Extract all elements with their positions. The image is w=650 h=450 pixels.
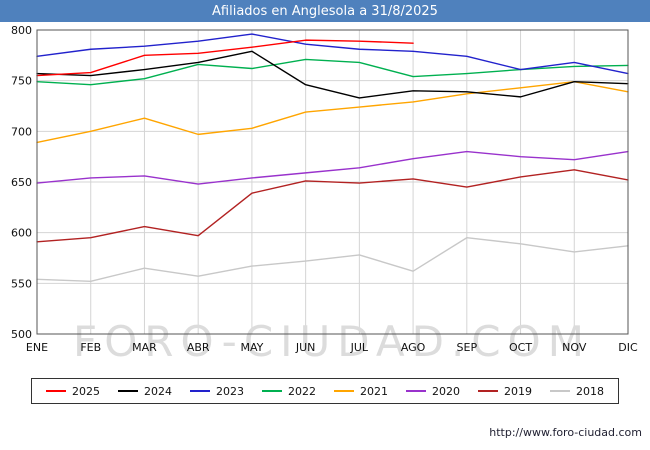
plot-area-wrap: FORO-CIUDAD.COM 500 550 600 650 700 750 800 ENE… xyxy=(0,22,650,368)
legend-line-sample xyxy=(406,390,426,392)
series-line-2025 xyxy=(36,39,414,77)
x-tick-label: OCT xyxy=(509,341,532,354)
legend-label: 2021 xyxy=(360,384,388,398)
gridlines xyxy=(37,30,628,334)
x-tick-label: NOV xyxy=(562,341,587,354)
x-tick-label: ABR xyxy=(187,341,210,354)
legend-item-2023: 2023 xyxy=(190,385,244,398)
legend-label: 2023 xyxy=(216,384,244,398)
series-line-2018 xyxy=(36,237,629,283)
legend-item-2022: 2022 xyxy=(262,385,316,398)
legend-label: 2018 xyxy=(576,384,604,398)
series-line-2021 xyxy=(36,80,629,144)
legend-label: 2022 xyxy=(288,384,316,398)
series-line-2020 xyxy=(36,150,629,185)
legend-line-sample xyxy=(190,390,210,392)
y-tick-label: 650 xyxy=(11,176,32,189)
x-tick-label: AGO xyxy=(401,341,426,354)
legend-line-sample xyxy=(478,390,498,392)
chart-title: Afiliados en Anglesola a 31/8/2025 xyxy=(212,3,438,19)
legend-label: 2024 xyxy=(144,384,172,398)
legend-line-sample xyxy=(262,390,282,392)
x-tick-label: DIC xyxy=(618,341,638,354)
x-tick-label: JUL xyxy=(350,341,369,354)
x-tick-label: MAY xyxy=(240,341,263,354)
legend: 2025 2024 2023 2022 2021 2020 2019 2018 xyxy=(31,378,619,404)
series-line-2023 xyxy=(36,33,629,75)
x-tick-label: FEB xyxy=(80,341,101,354)
foro-ciudad-link[interactable]: http://www.foro-ciudad.com xyxy=(489,426,642,439)
x-tick-label: MAR xyxy=(132,341,157,354)
series-line-2024 xyxy=(36,50,629,99)
y-tick-label: 700 xyxy=(11,125,32,138)
legend-label: 2025 xyxy=(72,384,100,398)
legend-line-sample xyxy=(46,390,66,392)
y-tick-label: 600 xyxy=(11,227,32,240)
legend-item-2025: 2025 xyxy=(46,385,100,398)
plot-border xyxy=(36,29,629,335)
legend-line-sample xyxy=(334,390,354,392)
y-tick-label: 500 xyxy=(11,328,32,341)
footer: http://www.foro-ciudad.com xyxy=(0,426,650,439)
series-lines xyxy=(36,33,629,283)
title-bar: Afiliados en Anglesola a 31/8/2025 xyxy=(0,0,650,22)
y-tick-label: 800 xyxy=(11,24,32,37)
legend-label: 2019 xyxy=(504,384,532,398)
legend-item-2024: 2024 xyxy=(118,385,172,398)
y-tick-label: 550 xyxy=(11,277,32,290)
y-tick-label: 750 xyxy=(11,75,32,88)
line-chart: FORO-CIUDAD.COM 500 550 600 650 700 750 800 ENE… xyxy=(11,24,638,366)
axis-labels: 500 550 600 650 700 750 800 ENE FEB MAR ABR MAY JUN J… xyxy=(11,24,638,354)
legend-item-2018: 2018 xyxy=(550,385,604,398)
series-line-2019 xyxy=(36,169,629,243)
legend-row: 2025 2024 2023 2022 2021 2020 2019 2018 xyxy=(0,378,650,404)
x-tick-label: JUN xyxy=(295,341,316,354)
legend-item-2020: 2020 xyxy=(406,385,460,398)
legend-line-sample xyxy=(118,390,138,392)
legend-line-sample xyxy=(550,390,570,392)
watermark-text: FORO-CIUDAD.COM xyxy=(73,317,591,366)
legend-label: 2020 xyxy=(432,384,460,398)
x-tick-label: ENE xyxy=(26,341,48,354)
legend-item-2021: 2021 xyxy=(334,385,388,398)
x-tick-label: SEP xyxy=(457,341,478,354)
legend-item-2019: 2019 xyxy=(478,385,532,398)
